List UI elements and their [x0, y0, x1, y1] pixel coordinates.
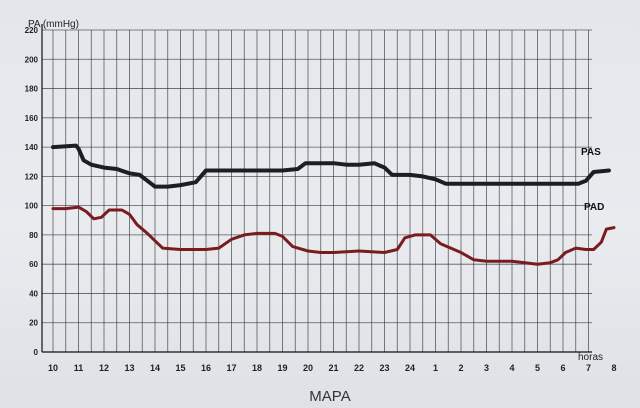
grid [42, 29, 592, 353]
x-tick-labels: 10 11 12 13 14 15 16 17 18 19 20 21 22 23 24 1 2 3 4 5 6 7 8 [48, 363, 617, 373]
chart-caption: MAPA [309, 388, 350, 405]
y-tick-label: 0 [34, 348, 39, 357]
x-tick-label: 8 [611, 363, 616, 373]
x-tick-label: 13 [124, 363, 134, 373]
x-tick-label: 11 [74, 363, 84, 373]
x-tick-label: 14 [150, 363, 160, 373]
y-axis-title: PA (mmHg) [28, 19, 79, 30]
y-tick-label: 140 [25, 143, 39, 152]
y-tick-label: 160 [25, 114, 39, 123]
y-tick-label: 200 [25, 55, 39, 64]
series-line-pad [51, 205, 616, 266]
x-tick-label: 7 [586, 363, 591, 373]
x-tick-label: 15 [175, 363, 185, 373]
x-tick-label: 22 [354, 363, 364, 373]
x-tick-label: 19 [277, 363, 287, 373]
x-tick-label: 20 [303, 363, 313, 373]
x-tick-label: 1 [433, 363, 438, 373]
x-tick-label: 23 [379, 363, 389, 373]
x-tick-label: 3 [484, 363, 489, 373]
x-tick-label: 5 [535, 363, 540, 373]
x-tick-label: 17 [226, 363, 236, 373]
axes [41, 24, 592, 353]
series-lines [51, 143, 616, 266]
x-tick-label: 16 [201, 363, 211, 373]
y-tick-label: 60 [29, 260, 38, 269]
series-label-pas: PAS [581, 147, 601, 158]
y-tick-labels: 0 20 40 60 80 100 120 140 160 180 200 220 [25, 26, 39, 357]
y-tick-label: 220 [25, 26, 39, 35]
y-tick-label: 100 [25, 202, 39, 211]
y-tick-label: 180 [25, 85, 39, 94]
series-line-pas [51, 143, 611, 189]
y-tick-label: 120 [25, 172, 39, 181]
x-tick-label: 10 [48, 363, 58, 373]
y-tick-label: 20 [29, 319, 38, 328]
x-tick-label: 18 [252, 363, 262, 373]
y-tick-label: 40 [29, 289, 38, 298]
x-tick-label: 21 [328, 363, 338, 373]
x-tick-label: 4 [509, 363, 514, 373]
y-tick-label: 80 [29, 231, 38, 240]
x-tick-label: 24 [405, 363, 415, 373]
x-tick-label: 2 [458, 363, 463, 373]
x-axis-title: horas [578, 352, 603, 363]
x-tick-label: 6 [560, 363, 565, 373]
x-tick-label: 12 [99, 363, 109, 373]
series-label-pad: PAD [584, 202, 604, 213]
